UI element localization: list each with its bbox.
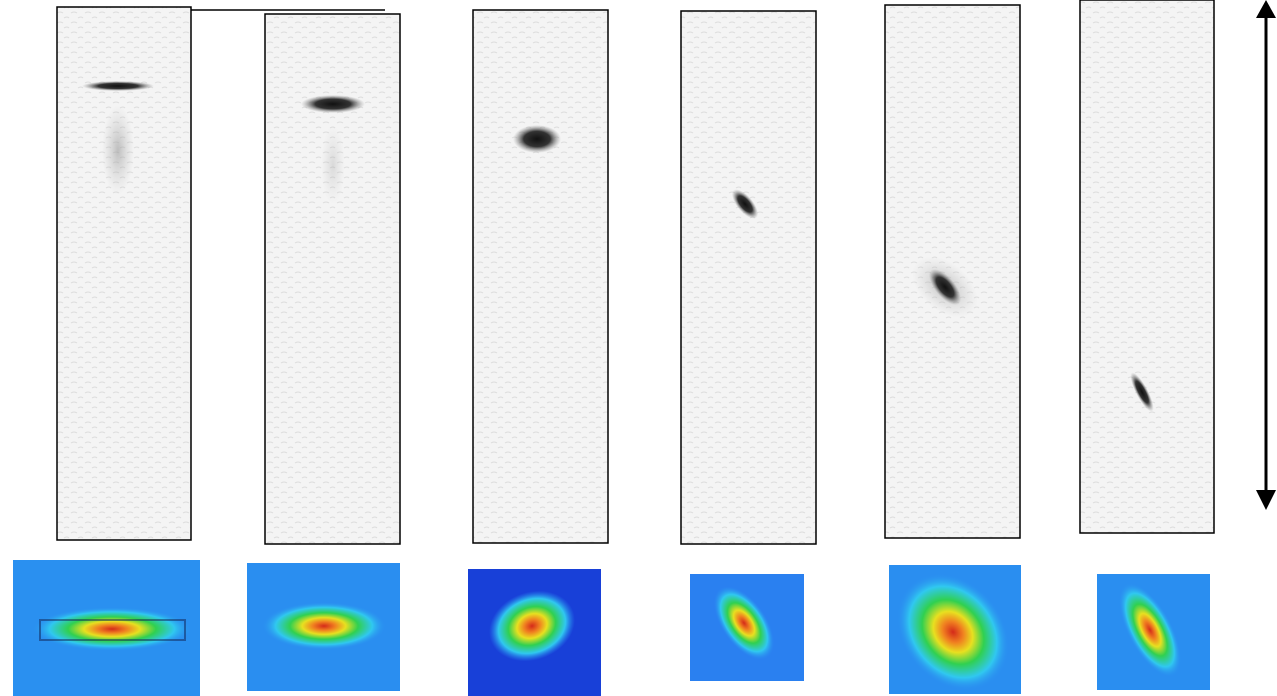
faint-trace: [321, 125, 345, 205]
spot: [82, 81, 154, 91]
double-arrow: [1256, 0, 1276, 510]
heatmap-spot: [32, 607, 192, 651]
heatmap: [13, 560, 200, 696]
spot: [301, 95, 365, 113]
panel: [885, 5, 1020, 538]
heatmap: [247, 563, 400, 691]
panel-frame: [473, 10, 608, 543]
faint-trace: [102, 105, 134, 195]
heatmap: [1097, 574, 1210, 690]
panel: [57, 7, 191, 540]
heatmap-panels: [13, 551, 1210, 696]
panel-frame: [265, 14, 400, 544]
grayscale-panels: [57, 0, 1214, 544]
heatmap: [468, 569, 601, 696]
heatmap-spot: [262, 602, 386, 650]
panel-frame: [681, 11, 816, 544]
panel: [1080, 0, 1214, 533]
heatmap: [690, 574, 804, 681]
arrow-head: [1256, 490, 1276, 510]
panel: [265, 14, 400, 544]
panel: [473, 10, 608, 543]
panel: [681, 11, 816, 544]
arrow-head: [1256, 0, 1276, 18]
page: [0, 0, 1277, 696]
spot: [513, 125, 561, 153]
panel-frame: [1080, 0, 1214, 533]
heatmap: [874, 551, 1033, 696]
figure: [0, 0, 1277, 696]
